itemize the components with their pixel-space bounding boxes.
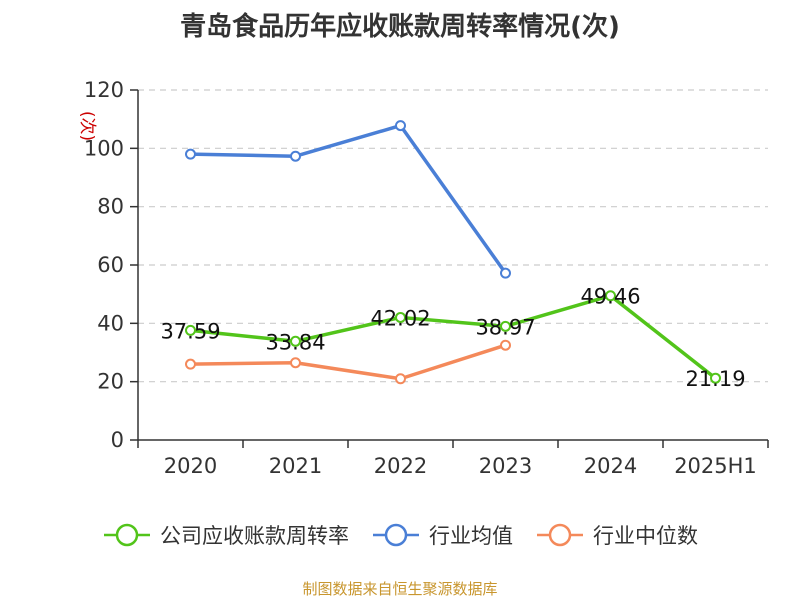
x-tick-label: 2022 [374,454,427,478]
legend: 公司应收账款周转率 行业均值 行业中位数 [0,520,800,550]
legend-swatch-icon [373,523,419,547]
x-tick-label: 2023 [479,454,532,478]
data-point [710,372,721,384]
legend-swatch-icon [537,523,583,547]
y-axis-label: (次) [77,111,97,141]
chart-title: 青岛食品历年应收账款周转率情况(次) [180,12,620,42]
legend-swatch-icon [104,523,150,547]
legend-label: 公司应收账款周转率 [160,524,349,548]
series-line [190,343,507,381]
legend-item[interactable]: 行业中位数 [535,520,698,550]
y-tick-label: 100 [84,136,124,160]
data-label: 33.84 [265,330,325,354]
data-point [185,358,196,370]
x-tick-label: 2020 [164,454,217,478]
data-label: 38.97 [475,315,535,339]
data-point [185,148,196,160]
data-label: 49.46 [580,285,640,309]
data-point [605,290,616,302]
source-note: 制图数据来自恒生聚源数据库 [302,580,498,598]
legend-label: 行业中位数 [593,524,698,548]
y-tick-label: 20 [97,370,124,394]
data-label: 42.02 [370,306,430,330]
x-tick-label: 2025H1 [674,454,757,478]
y-tick-label: 80 [97,195,124,219]
x-tick-label: 2024 [584,454,637,478]
data-label: 21.19 [685,367,745,391]
data-point [500,267,511,279]
legend-item[interactable]: 行业均值 [371,520,513,550]
data-point [500,320,511,332]
series-line [190,293,717,380]
data-point [290,335,301,347]
data-point [395,373,406,385]
data-point [395,120,406,132]
x-tick-label: 2021 [269,454,322,478]
data-point [185,324,196,336]
y-tick-label: 120 [84,78,124,102]
data-label: 37.59 [160,319,220,343]
series-line [190,123,507,275]
legend-item[interactable]: 公司应收账款周转率 [102,520,349,550]
data-point [290,150,301,162]
data-point [290,357,301,369]
data-point [395,311,406,323]
y-tick-label: 0 [111,428,124,452]
y-tick-label: 40 [97,311,124,335]
legend-label: 行业均值 [429,524,513,548]
data-point [500,339,511,351]
y-tick-label: 60 [97,253,124,277]
